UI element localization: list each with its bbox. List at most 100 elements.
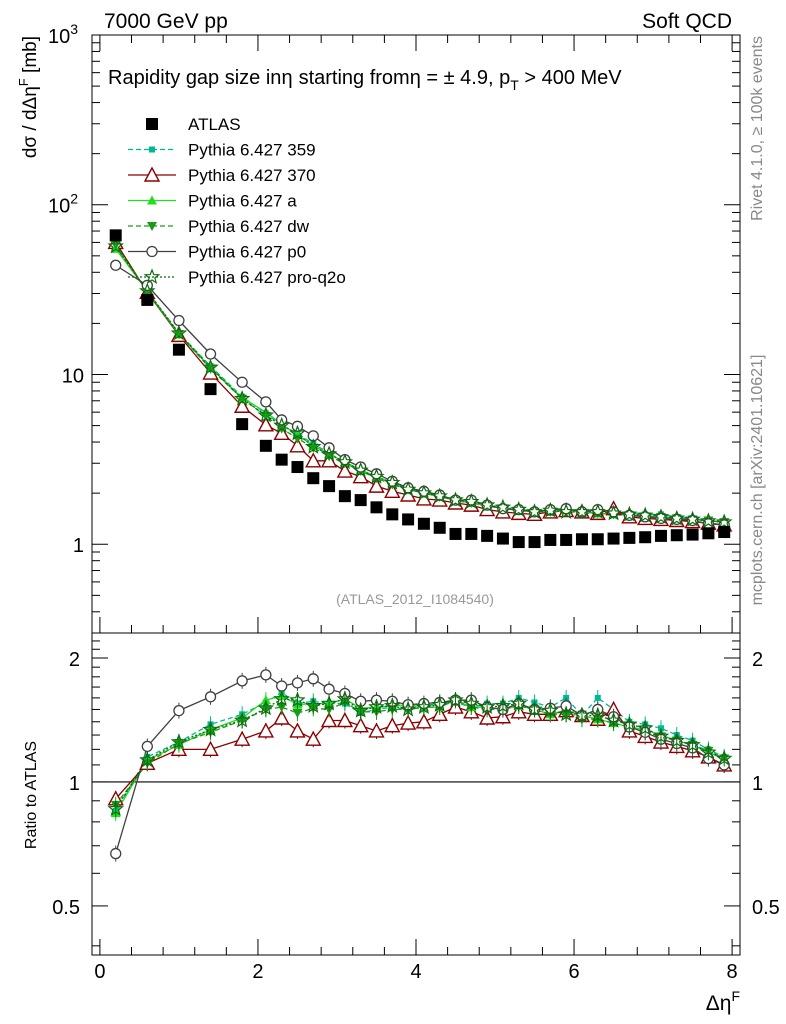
ratio-point-pythia-6-427-pro-q2o xyxy=(170,733,188,750)
ratio-point-pythia-6-427-pro-q2o xyxy=(542,701,559,718)
main-point-pythia-6-427-pro-q2o xyxy=(494,498,512,515)
main-point-pythia-6-427-pro-q2o xyxy=(510,500,528,517)
ratio-point-pythia-6-427-p0 xyxy=(323,683,335,695)
main-point-atlas xyxy=(496,532,509,545)
main-point-atlas xyxy=(204,383,217,396)
ratio-point-pythia-6-427-pro-q2o xyxy=(383,697,401,713)
main-point-atlas xyxy=(544,533,557,546)
main-point-pythia-6-427-370 xyxy=(305,452,322,468)
main-point-pythia-6-427-pro-q2o xyxy=(107,237,125,254)
main-point-pythia-6-427-p0 xyxy=(686,514,699,527)
main-point-pythia-6-427-pro-q2o xyxy=(636,506,654,523)
main-point-atlas xyxy=(307,472,320,485)
ratio-point-pythia-6-427-pro-q2o xyxy=(621,715,638,732)
main-point-pythia-6-427-370 xyxy=(289,437,306,453)
ratio-point-pythia-6-427-p0 xyxy=(173,704,185,717)
ratio-point-pythia-6-427-pro-q2o xyxy=(652,727,670,744)
main-point-pythia-6-427-p0 xyxy=(671,513,683,526)
main-point-pythia-6-427-pro-q2o xyxy=(289,424,306,441)
main-point-atlas xyxy=(275,453,288,466)
ratio-point-pythia-6-427-370 xyxy=(352,717,369,733)
main-point-pythia-6-427-dw xyxy=(237,394,248,404)
ratio-point-pythia-6-427-359 xyxy=(563,694,570,701)
main-point-atlas xyxy=(654,529,667,542)
main-point-atlas xyxy=(354,494,367,507)
ratio-point-pythia-6-427-pro-q2o xyxy=(304,697,322,713)
main-point-pythia-6-427-pro-q2o xyxy=(273,416,290,433)
ratio-point-pythia-6-427-pro-q2o xyxy=(494,697,512,713)
main-point-pythia-6-427-pro-q2o xyxy=(668,509,686,526)
main-point-pythia-6-427-pro-q2o xyxy=(233,390,251,406)
main-point-atlas xyxy=(591,533,604,546)
ratio-point-pythia-6-427-370 xyxy=(336,712,354,728)
ylabel-part-b: F xyxy=(16,78,31,86)
legend-label-pythia-6-427-p0: Pythia 6.427 p0 xyxy=(188,243,306,262)
main-point-pythia-6-427-pro-q2o xyxy=(336,453,354,470)
xlabel-part-a: Δη xyxy=(706,992,732,1015)
legend-label-atlas: ATLAS xyxy=(188,115,241,134)
rivet-label: Rivet 4.1.0, ≥ 100k events xyxy=(749,36,766,221)
ratio-point-pythia-6-427-pro-q2o xyxy=(431,696,448,712)
main-point-pythia-6-427-pro-q2o xyxy=(573,503,591,519)
analysis-tag: (ATLAS_2012_I1084540) xyxy=(336,591,494,607)
main-point-pythia-6-427-p0 xyxy=(110,259,122,271)
main-point-atlas xyxy=(639,531,652,544)
legend-marker-atlas xyxy=(146,118,158,130)
ratio-line-pythia-6-427-pro-q2o xyxy=(115,698,725,810)
legend-label-pythia-6-427-pro-q2o: Pythia 6.427 pro-q2o xyxy=(188,268,346,287)
main-point-pythia-6-427-pro-q2o xyxy=(557,503,575,519)
ratio-point-pythia-6-427-pro-q2o xyxy=(668,731,685,748)
main-point-pythia-6-427-pro-q2o xyxy=(605,504,622,521)
ratio-point-pythia-6-427-pro-q2o xyxy=(289,691,306,708)
main-point-atlas xyxy=(109,229,122,242)
main-point-pythia-6-427-pro-q2o xyxy=(170,324,188,341)
main-point-pythia-6-427-pro-q2o xyxy=(463,493,480,509)
ratio-point-pythia-6-427-pro-q2o xyxy=(605,711,622,728)
main-point-pythia-6-427-370 xyxy=(336,462,354,478)
main-point-atlas xyxy=(686,528,699,541)
ratio-point-pythia-6-427-p0 xyxy=(276,680,288,692)
main-point-atlas xyxy=(402,513,415,526)
ratio-point-pythia-6-427-370 xyxy=(320,712,338,728)
ratio-point-pythia-6-427-pro-q2o xyxy=(684,736,701,752)
legend-marker-pythia-6-427-p0 xyxy=(146,245,158,258)
main-point-atlas xyxy=(370,501,383,514)
ratio-y-tick-label: 0.5 xyxy=(52,897,80,919)
xlabel-part-b: F xyxy=(731,988,740,1004)
ratio-point-pythia-6-427-370 xyxy=(273,709,290,725)
ratio-point-pythia-6-427-pro-q2o xyxy=(320,694,338,711)
ratio-point-pythia-6-427-370 xyxy=(257,722,275,738)
title-part-a: Rapidity gap size in xyxy=(108,67,281,89)
ratio-point-pythia-6-427-370 xyxy=(478,709,496,725)
main-point-pythia-6-427-pro-q2o xyxy=(652,508,670,524)
ratio-y-tick-label-right: 1 xyxy=(752,773,763,795)
main-point-pythia-6-427-p0 xyxy=(260,396,272,408)
ratio-point-pythia-6-427-p0 xyxy=(110,847,122,860)
main-point-pythia-6-427-pro-q2o xyxy=(304,438,322,454)
ratio-point-pythia-6-427-dw xyxy=(276,703,287,713)
main-point-atlas xyxy=(172,343,185,356)
ratio-point-pythia-6-427-370 xyxy=(305,730,322,746)
ratio-point-pythia-6-427-pro-q2o xyxy=(463,694,480,711)
ylabel-part-a: dσ / dΔη xyxy=(20,86,41,158)
main-point-atlas xyxy=(259,439,272,452)
ratio-point-pythia-6-427-370 xyxy=(399,714,417,730)
main-point-atlas xyxy=(141,293,154,306)
header-left: 7000 GeV pp xyxy=(104,10,228,33)
main-point-pythia-6-427-pro-q2o xyxy=(257,406,275,423)
main-point-atlas xyxy=(512,536,525,549)
main-point-pythia-6-427-370 xyxy=(384,482,401,499)
ratio-point-pythia-6-427-pro-q2o xyxy=(107,800,124,816)
mcplots-label: mcplots.cern.ch [arXiv:2401.10621] xyxy=(749,355,766,606)
ratio-plot-frame xyxy=(91,632,741,956)
main-point-atlas xyxy=(702,527,715,540)
ratio-point-pythia-6-427-p0 xyxy=(291,677,304,689)
legend-marker-pythia-6-427-a xyxy=(147,195,157,205)
main-point-atlas xyxy=(417,517,430,530)
ylabel-part-c: [mb] xyxy=(20,36,41,78)
main-point-pythia-6-427-pro-q2o xyxy=(715,513,733,530)
title-part-d: η xyxy=(410,67,421,89)
main-point-atlas xyxy=(560,533,573,546)
ratio-y-tick-label: 2 xyxy=(69,649,80,671)
